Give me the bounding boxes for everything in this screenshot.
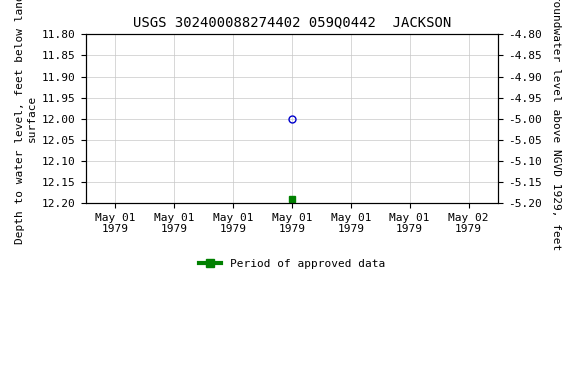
Title: USGS 302400088274402 059Q0442  JACKSON: USGS 302400088274402 059Q0442 JACKSON [132, 15, 451, 29]
Y-axis label: Depth to water level, feet below land
surface: Depth to water level, feet below land su… [15, 0, 37, 243]
Legend: Period of approved data: Period of approved data [194, 255, 389, 273]
Y-axis label: Groundwater level above NGVD 1929, feet: Groundwater level above NGVD 1929, feet [551, 0, 561, 250]
